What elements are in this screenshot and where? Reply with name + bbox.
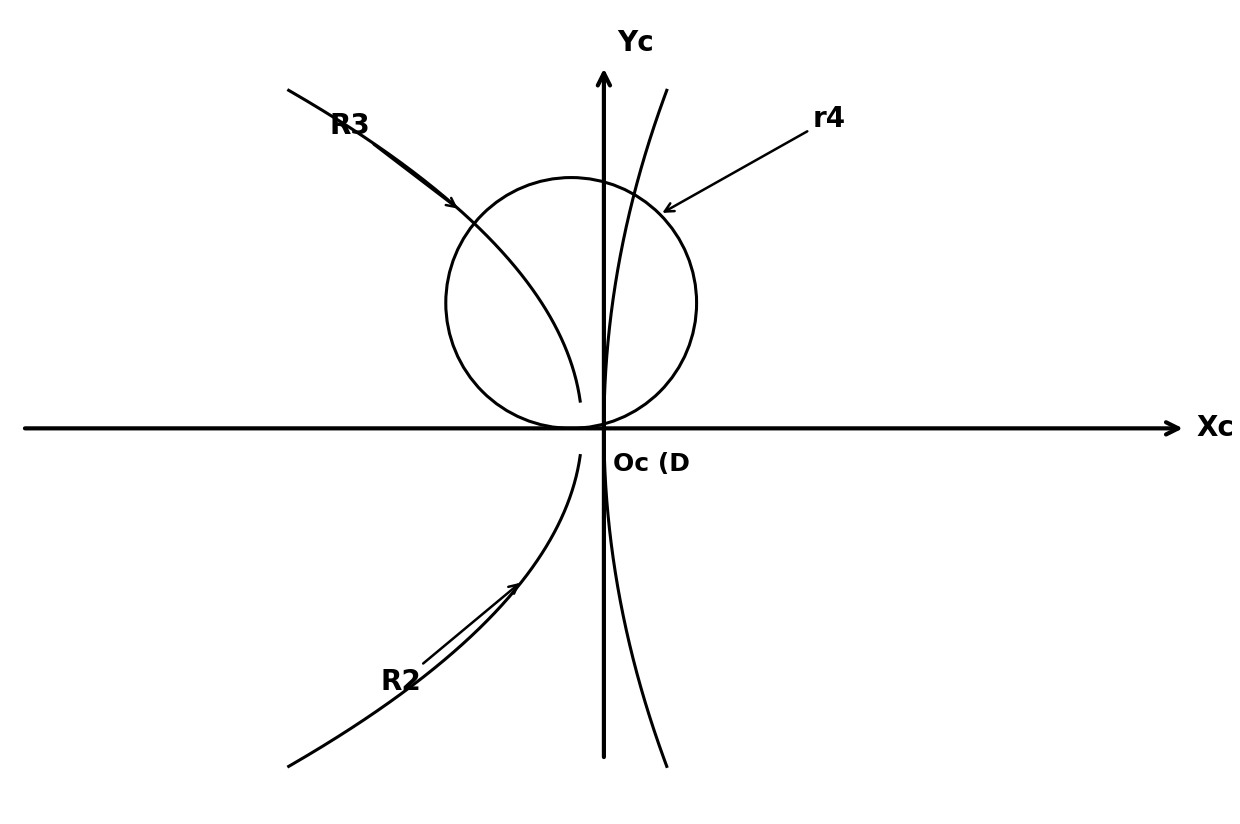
Text: Xc: Xc bbox=[1197, 414, 1235, 442]
Text: r4: r4 bbox=[665, 105, 846, 212]
Text: Yc: Yc bbox=[618, 29, 653, 57]
Text: R2: R2 bbox=[381, 584, 518, 696]
Text: R3: R3 bbox=[329, 112, 455, 207]
Text: Oc (D: Oc (D bbox=[613, 452, 689, 476]
